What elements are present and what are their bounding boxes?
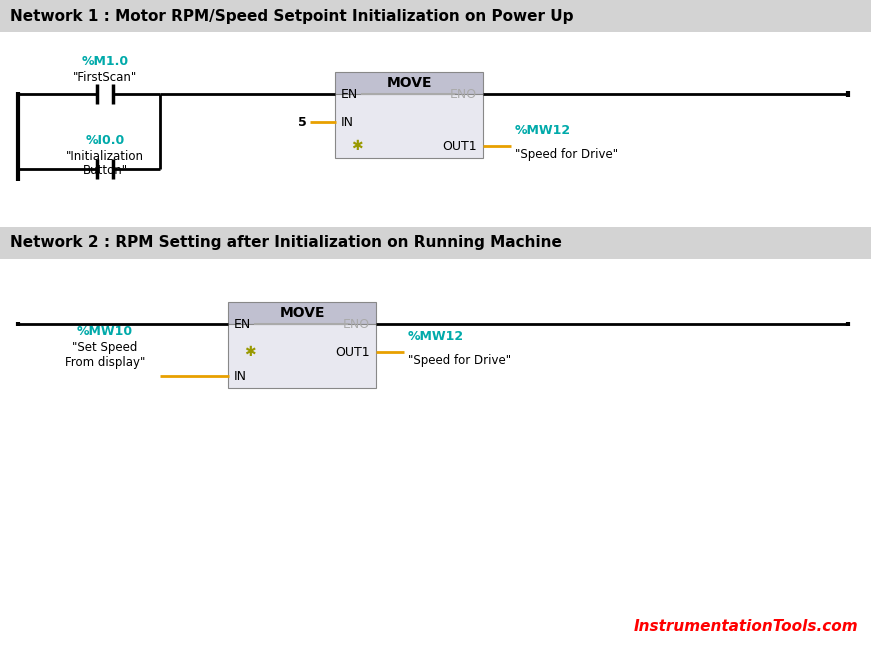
- Text: %MW12: %MW12: [408, 330, 464, 343]
- Text: "Set Speed: "Set Speed: [72, 341, 138, 354]
- Bar: [335, 94, 483, 158]
- Text: %MW12: %MW12: [515, 124, 571, 137]
- Text: ENO: ENO: [343, 317, 370, 330]
- Text: OUT1: OUT1: [442, 140, 477, 153]
- Text: %MW10: %MW10: [77, 325, 133, 338]
- Text: 5: 5: [298, 116, 307, 129]
- Text: "Speed for Drive": "Speed for Drive": [515, 148, 618, 161]
- Bar: [0, 227, 871, 259]
- Text: "Speed for Drive": "Speed for Drive": [408, 354, 511, 367]
- Text: %I0.0: %I0.0: [85, 134, 125, 147]
- Text: "FirstScan": "FirstScan": [73, 71, 137, 84]
- Bar: [335, 72, 483, 94]
- Text: OUT1: OUT1: [335, 345, 370, 358]
- Text: IN: IN: [341, 116, 354, 129]
- Text: MOVE: MOVE: [386, 76, 432, 90]
- Text: IN: IN: [234, 369, 247, 382]
- Bar: [228, 324, 376, 388]
- Text: ENO: ENO: [450, 88, 477, 101]
- Text: Network 2 : RPM Setting after Initialization on Running Machine: Network 2 : RPM Setting after Initializa…: [10, 236, 562, 251]
- Text: "Initialization: "Initialization: [66, 150, 144, 163]
- Text: EN: EN: [341, 88, 358, 101]
- Bar: [228, 302, 376, 324]
- Text: Button": Button": [83, 164, 127, 177]
- Text: MOVE: MOVE: [280, 306, 325, 320]
- Text: InstrumentationTools.com: InstrumentationTools.com: [633, 619, 858, 634]
- Text: From display": From display": [64, 356, 145, 369]
- Text: %M1.0: %M1.0: [81, 55, 129, 68]
- Text: Network 1 : Motor RPM/Speed Setpoint Initialization on Power Up: Network 1 : Motor RPM/Speed Setpoint Ini…: [10, 8, 573, 23]
- Text: ✱: ✱: [351, 139, 363, 153]
- Text: EN: EN: [234, 317, 251, 330]
- Text: ✱: ✱: [244, 345, 256, 359]
- Bar: [0, 0, 871, 32]
